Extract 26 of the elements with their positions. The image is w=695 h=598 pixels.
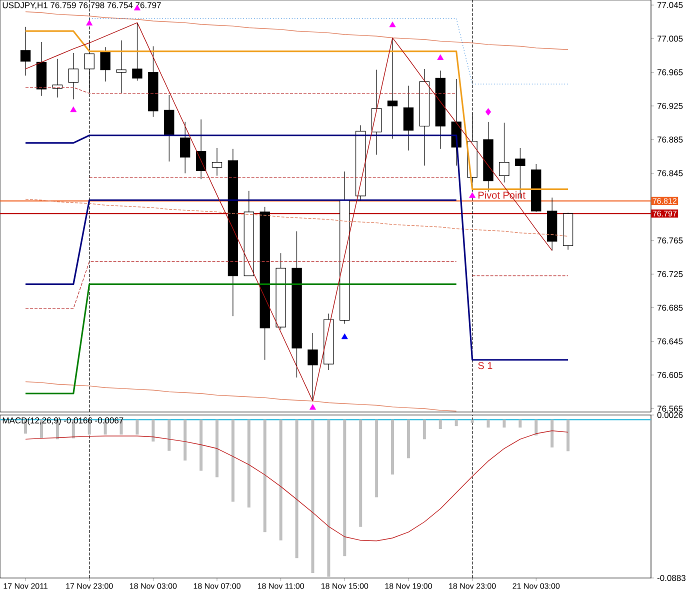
y-tick-label: 76.565 xyxy=(657,406,683,412)
x-tick-label: 18 Nov 23:00 xyxy=(449,583,496,589)
x-tick-label: 18 Nov 03:00 xyxy=(130,583,177,589)
x-tick-label: 17 Nov 2011 xyxy=(4,583,48,589)
y-tick-label: 76.765 xyxy=(657,237,683,244)
y-tick-label: 0.0026 xyxy=(657,412,683,418)
x-tick-label: 18 Nov 11:00 xyxy=(258,583,304,589)
x-tick-label: 18 Nov 19:00 xyxy=(385,583,432,589)
ref-line-label: 76.797 xyxy=(652,210,676,216)
y-tick-label: 76.965 xyxy=(657,69,683,76)
y-tick-label: 76.685 xyxy=(657,304,683,311)
annotation: S 1 xyxy=(478,362,492,370)
y-tick-label: 77.005 xyxy=(657,36,683,42)
y-tick-label: 76.645 xyxy=(657,338,683,344)
y-tick-label: 76.845 xyxy=(657,170,683,176)
x-tick-label: 18 Nov 15:00 xyxy=(321,583,368,589)
y-tick-label: -0.0883 xyxy=(657,575,686,582)
y-tick-label: 76.925 xyxy=(657,102,683,109)
y-tick-label: 76.885 xyxy=(657,136,683,143)
x-tick-label: 18 Nov 07:00 xyxy=(194,583,240,589)
y-tick-label: 76.725 xyxy=(657,271,683,278)
y-tick-label: 76.605 xyxy=(657,372,683,378)
x-tick-label: 17 Nov 23:00 xyxy=(66,583,113,589)
x-tick-label: 21 Nov 03:00 xyxy=(512,583,560,589)
ref-line-label: 76.812 xyxy=(652,198,676,204)
y-tick-label: 77.045 xyxy=(657,2,683,8)
